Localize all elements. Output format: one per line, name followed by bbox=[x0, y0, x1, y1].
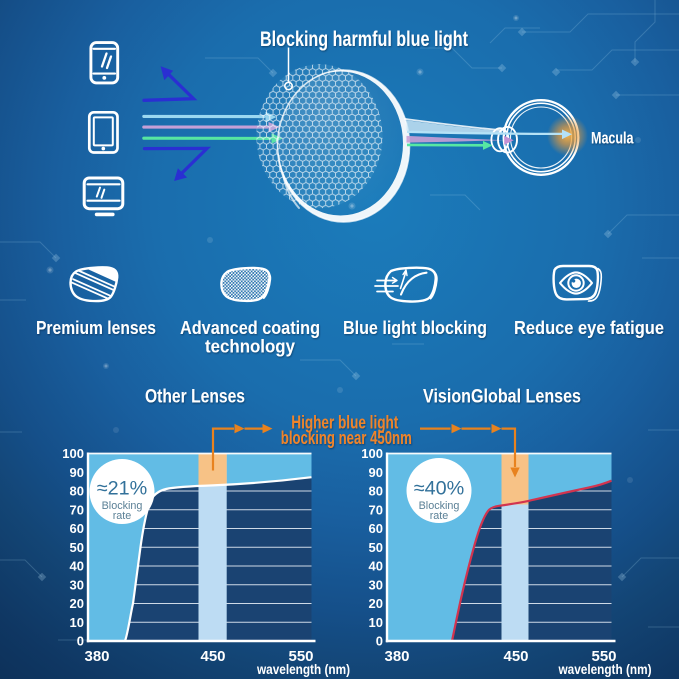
svg-text:Premium lenses: Premium lenses bbox=[36, 318, 156, 338]
svg-text:20: 20 bbox=[369, 596, 383, 611]
svg-text:Reduce eye fatigue: Reduce eye fatigue bbox=[514, 318, 664, 338]
svg-text:80: 80 bbox=[369, 484, 383, 499]
svg-text:60: 60 bbox=[70, 521, 84, 536]
svg-text:rate: rate bbox=[430, 510, 449, 522]
svg-text:50: 50 bbox=[70, 540, 84, 555]
svg-text:Higher blue light: Higher blue light bbox=[291, 412, 398, 432]
svg-text:450: 450 bbox=[503, 648, 528, 665]
svg-text:40: 40 bbox=[70, 559, 84, 574]
svg-text:10: 10 bbox=[70, 615, 84, 630]
svg-text:10: 10 bbox=[369, 615, 383, 630]
svg-text:70: 70 bbox=[70, 502, 84, 517]
svg-text:technology: technology bbox=[205, 337, 295, 357]
svg-text:Blue light blocking: Blue light blocking bbox=[343, 318, 487, 338]
svg-text:≈21%: ≈21% bbox=[97, 478, 147, 500]
svg-text:550: 550 bbox=[288, 648, 313, 665]
svg-text:≈40%: ≈40% bbox=[414, 478, 464, 500]
svg-text:30: 30 bbox=[70, 577, 84, 592]
svg-text:550: 550 bbox=[591, 648, 616, 665]
svg-text:40: 40 bbox=[369, 559, 383, 574]
svg-text:rate: rate bbox=[113, 510, 132, 522]
svg-text:90: 90 bbox=[369, 465, 383, 480]
svg-text:Blocking: Blocking bbox=[419, 500, 460, 512]
svg-text:80: 80 bbox=[70, 484, 84, 499]
svg-text:0: 0 bbox=[77, 634, 84, 649]
svg-text:380: 380 bbox=[84, 648, 109, 665]
svg-text:Other Lenses: Other Lenses bbox=[145, 386, 245, 408]
svg-text:30: 30 bbox=[369, 577, 383, 592]
svg-text:Blocking harmful blue light: Blocking harmful blue light bbox=[260, 27, 468, 51]
svg-text:380: 380 bbox=[384, 648, 409, 665]
svg-text:100: 100 bbox=[361, 446, 383, 461]
svg-text:0: 0 bbox=[376, 634, 383, 649]
svg-text:100: 100 bbox=[62, 446, 84, 461]
svg-text:VisionGlobal Lenses: VisionGlobal Lenses bbox=[423, 386, 581, 408]
svg-text:60: 60 bbox=[369, 521, 383, 536]
svg-text:20: 20 bbox=[70, 596, 84, 611]
svg-text:Advanced coating: Advanced coating bbox=[180, 318, 320, 338]
svg-text:90: 90 bbox=[70, 465, 84, 480]
svg-text:50: 50 bbox=[369, 540, 383, 555]
svg-text:Blocking: Blocking bbox=[102, 500, 143, 512]
svg-text:450: 450 bbox=[200, 648, 225, 665]
svg-text:wavelength (nm): wavelength (nm) bbox=[558, 661, 652, 677]
svg-text:Macula: Macula bbox=[591, 129, 634, 148]
svg-text:blocking near 450nm: blocking near 450nm bbox=[281, 428, 412, 448]
svg-text:wavelength (nm): wavelength (nm) bbox=[256, 661, 350, 677]
svg-text:70: 70 bbox=[369, 502, 383, 517]
